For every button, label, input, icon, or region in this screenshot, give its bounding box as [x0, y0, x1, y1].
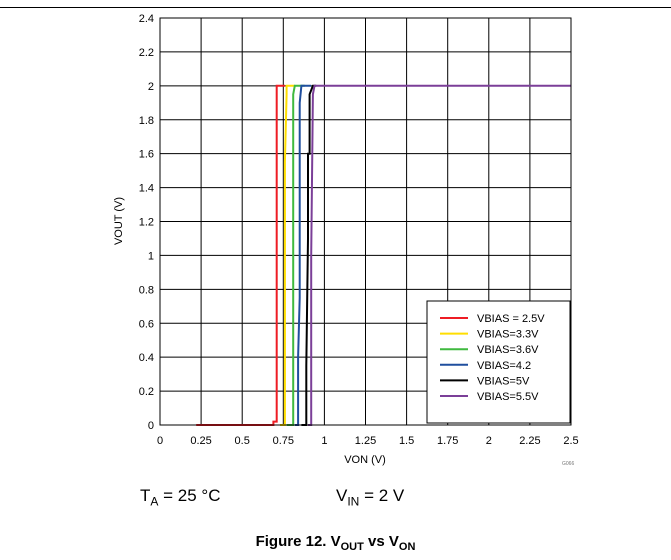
y-tick-label: 2 — [148, 81, 154, 93]
x-tick-label: 1.25 — [355, 435, 376, 447]
legend: VBIAS = 2.5V VBIAS=3.3V VBIAS=3.6V VBIAS=4.… — [426, 300, 571, 424]
legend-label: VBIAS=3.3V — [477, 329, 539, 341]
figure-caption: Figure 12. VOUT vs VON — [0, 533, 671, 553]
x-tick-label: 1.5 — [399, 435, 414, 447]
top-rule — [0, 7, 671, 8]
y-tick-label: 1.2 — [139, 217, 154, 229]
vin-subscript: IN — [347, 494, 360, 509]
y-axis-title: VOUT (V) — [113, 197, 125, 245]
ta-value: = 25 °C — [158, 486, 221, 505]
legend-label: VBIAS=5V — [477, 375, 530, 387]
y-tick-label: 1 — [148, 250, 154, 262]
y-tick-label: 0.6 — [139, 318, 154, 330]
vin-symbol: V — [336, 486, 348, 505]
x-tick-label: 1 — [321, 435, 327, 447]
vin-condition: VIN = 2 V — [336, 486, 404, 508]
y-tick-label: 0.8 — [139, 284, 154, 296]
temperature-condition: TA = 25 °C — [140, 486, 221, 508]
vout-vs-von-chart: 0 0.25 0.5 0.75 1 1.25 1.5 1.75 2 2.25 2.5 0 0.2 0.4… — [113, 13, 579, 467]
y-tick-label: 0.4 — [139, 352, 154, 364]
x-axis-title: VON (V) — [344, 454, 386, 466]
x-tick-label: 1.75 — [437, 435, 458, 447]
legend-box — [426, 300, 571, 424]
legend-label: VBIAS=4.2 — [477, 360, 531, 372]
caption-sub-on: ON — [398, 541, 416, 553]
legend-label: VBIAS=3.6V — [477, 344, 539, 356]
plot-frame — [159, 17, 572, 426]
caption-middle: vs V — [363, 533, 399, 550]
y-tick-label: 2.2 — [139, 47, 154, 59]
vin-value: = 2 V — [359, 486, 405, 505]
caption-sub-out: OUT — [340, 541, 364, 553]
x-tick-label: 2.25 — [519, 435, 540, 447]
x-tick-label: 0.75 — [273, 435, 294, 447]
graphic-code: G066 — [562, 461, 574, 467]
x-tick-label: 0 — [157, 435, 163, 447]
x-tick-label: 2 — [486, 435, 492, 447]
y-tick-label: 2.4 — [139, 13, 154, 25]
x-tick-labels: 0 0.25 0.5 0.75 1 1.25 1.5 1.75 2 2.25 2.5 — [157, 435, 579, 447]
x-tick-label: 2.5 — [563, 435, 578, 447]
series-line — [301, 84, 317, 426]
y-tick-label: 0.2 — [139, 386, 154, 398]
legend-label: VBIAS = 2.5V — [477, 313, 545, 325]
y-tick-label: 1.6 — [139, 149, 154, 161]
y-tick-label: 1.4 — [139, 183, 154, 195]
y-tick-labels: 0 0.2 0.4 0.6 0.8 1 1.2 1.4 1.6 1.8 2 2.2 2.4 — [139, 13, 154, 432]
ta-symbol: T — [140, 486, 151, 505]
y-tick-label: 0 — [148, 420, 154, 432]
x-tick-label: 0.5 — [235, 435, 250, 447]
x-tick-label: 0.25 — [190, 435, 211, 447]
y-tick-label: 1.8 — [139, 115, 154, 127]
legend-label: VBIAS=5.5V — [477, 391, 539, 403]
ta-subscript: A — [150, 494, 159, 509]
caption-prefix: Figure 12. V — [255, 533, 341, 550]
